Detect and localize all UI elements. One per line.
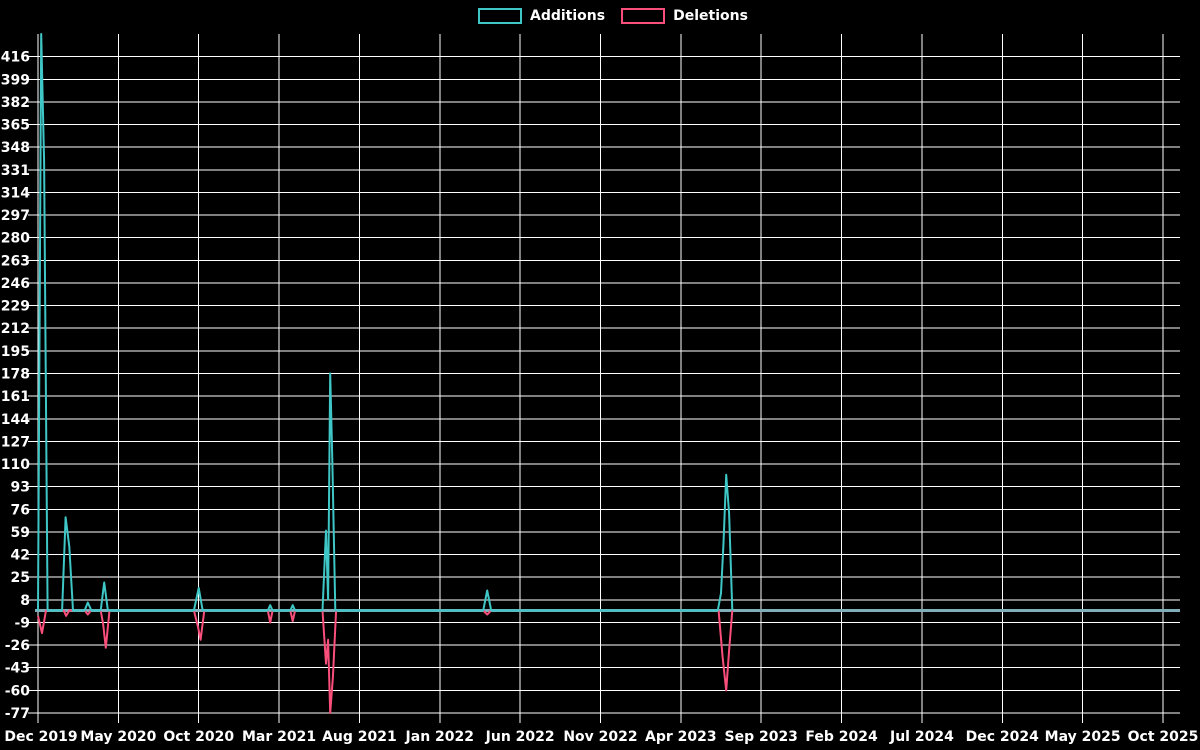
y-tick-label: 348 bbox=[1, 140, 30, 156]
x-tick-label: May 2025 bbox=[1045, 729, 1121, 745]
x-tick-label: Sep 2023 bbox=[724, 729, 797, 745]
y-tick-label: 246 bbox=[1, 276, 30, 292]
additions-swatch-icon bbox=[478, 8, 522, 24]
additions-line bbox=[37, 33, 734, 612]
y-tick-label: 76 bbox=[11, 502, 30, 518]
y-tick-label: -77 bbox=[5, 706, 30, 722]
y-tick-label: 93 bbox=[11, 480, 30, 496]
y-tick-label: 314 bbox=[1, 185, 30, 201]
x-tick-label: Mar 2021 bbox=[242, 729, 316, 745]
y-tick-label: 195 bbox=[1, 344, 30, 360]
x-tick-label: Nov 2022 bbox=[563, 729, 637, 745]
x-tick-label: Apr 2023 bbox=[645, 729, 717, 745]
legend-item-additions[interactable]: Additions bbox=[478, 8, 605, 24]
x-tick-label: Dec 2019 bbox=[4, 729, 77, 745]
legend: Additions Deletions bbox=[478, 8, 748, 24]
y-tick-label: 212 bbox=[1, 321, 30, 337]
y-tick-label: 178 bbox=[1, 367, 30, 383]
y-tick-label: 144 bbox=[1, 412, 30, 428]
x-tick-label: Feb 2024 bbox=[805, 729, 878, 745]
y-tick-label: -26 bbox=[5, 638, 30, 654]
y-tick-label: 8 bbox=[20, 593, 30, 609]
x-tick-label: Jun 2022 bbox=[485, 729, 555, 745]
deletions-swatch-icon bbox=[621, 8, 666, 24]
y-tick-label: 297 bbox=[1, 208, 30, 224]
x-tick-label: Jul 2024 bbox=[889, 729, 954, 745]
y-tick-label: 161 bbox=[1, 389, 30, 405]
x-tick-label: Oct 2025 bbox=[1128, 729, 1199, 745]
x-tick-label: May 2020 bbox=[80, 729, 156, 745]
x-tick-label: Jan 2022 bbox=[405, 729, 474, 745]
x-tick-label: Dec 2024 bbox=[966, 729, 1040, 745]
y-tick-label: 25 bbox=[11, 570, 30, 586]
y-tick-label: -60 bbox=[5, 683, 31, 699]
gridlines bbox=[28, 34, 1180, 723]
y-tick-label: 229 bbox=[1, 299, 30, 315]
y-tick-label: 280 bbox=[1, 231, 30, 247]
x-tick-label: Aug 2021 bbox=[322, 729, 397, 745]
legend-label-additions: Additions bbox=[530, 8, 606, 24]
y-tick-label: 416 bbox=[1, 50, 30, 66]
y-tick-label: 127 bbox=[1, 434, 30, 450]
y-tick-label: -43 bbox=[5, 661, 30, 677]
x-axis-labels: Dec 2019 May 2020 Oct 2020 Mar 2021 Aug 2021… bbox=[4, 729, 1198, 745]
y-tick-label: 263 bbox=[1, 253, 30, 269]
legend-item-deletions[interactable]: Deletions bbox=[621, 8, 748, 24]
y-axis-labels: 416 399 382 365 348 331 314 297 280 263 246 229 212 1… bbox=[1, 50, 30, 722]
legend-label-deletions: Deletions bbox=[673, 8, 748, 24]
y-tick-label: 382 bbox=[1, 95, 30, 111]
x-tick-label: Oct 2020 bbox=[163, 729, 234, 745]
y-tick-label: -9 bbox=[14, 615, 30, 631]
y-tick-label: 59 bbox=[11, 525, 30, 541]
y-tick-label: 42 bbox=[11, 548, 30, 564]
y-tick-label: 365 bbox=[1, 118, 30, 134]
y-tick-label: 331 bbox=[1, 163, 30, 179]
deletions-line bbox=[37, 609, 734, 714]
y-tick-label: 110 bbox=[1, 457, 30, 473]
y-tick-label: 399 bbox=[1, 72, 30, 88]
